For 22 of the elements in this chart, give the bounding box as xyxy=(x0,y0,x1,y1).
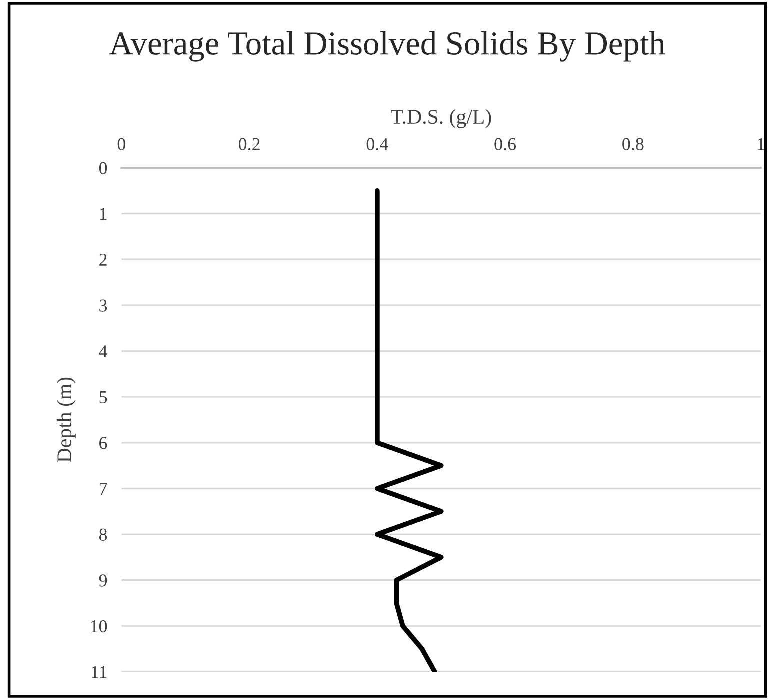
y-tick-label: 7 xyxy=(100,483,108,495)
x-tick-label: 0.4 xyxy=(366,138,388,151)
x-tick-label: 0.6 xyxy=(494,138,516,151)
y-tick-label: 8 xyxy=(99,528,108,541)
x-axis-title: T.D.S. (g/L) xyxy=(391,109,492,128)
x-tick-label: 0.2 xyxy=(238,138,260,151)
y-tick-label: 2 xyxy=(100,254,107,266)
y-tick-label: 1 xyxy=(100,208,107,220)
y-tick-label: 4 xyxy=(99,346,108,358)
x-tick-label: 0 xyxy=(118,138,126,150)
x-tick-label: 0.8 xyxy=(622,138,644,151)
y-tick-label: 6 xyxy=(100,437,108,450)
y-tick-label: 10 xyxy=(91,620,108,633)
y-tick-label: 9 xyxy=(99,574,108,587)
y-tick-label: 11 xyxy=(92,666,107,678)
y-tick-label: 5 xyxy=(100,392,108,404)
chart-title: Average Total Dissolved Solids By Depth xyxy=(110,32,666,62)
y-tick-label: 3 xyxy=(100,300,108,312)
line-series xyxy=(374,188,444,672)
y-tick-label: 0 xyxy=(99,162,108,174)
x-tick-label: 1 xyxy=(758,138,764,150)
y-axis-title: Depth (m) xyxy=(56,378,76,462)
